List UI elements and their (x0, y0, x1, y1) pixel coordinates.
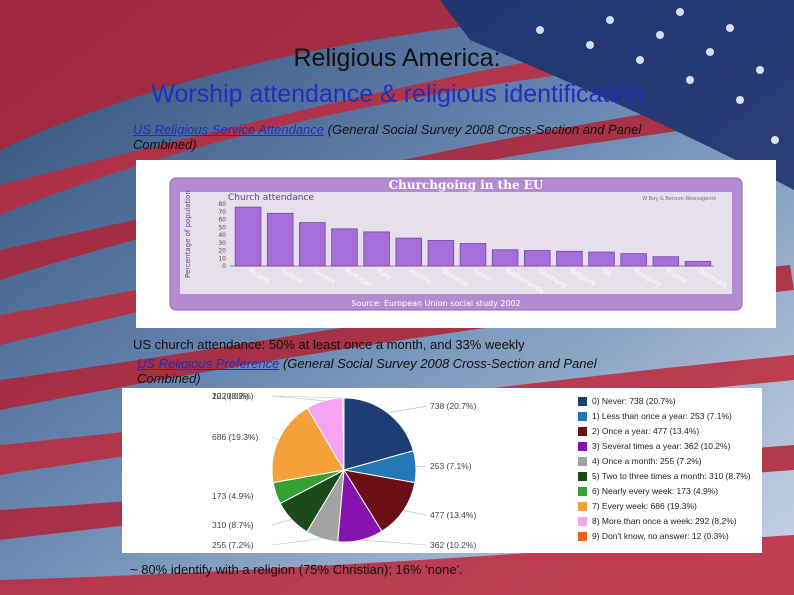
legend-swatch (578, 427, 587, 437)
legend-swatch (578, 442, 587, 452)
bar (459, 243, 487, 267)
pie-outside-label: 738 (20.7%) (430, 401, 477, 412)
pie-outside-label: 173 (4.9%) (212, 490, 254, 501)
legend-label: 1) Less than once a year: 253 (7.1%) (592, 411, 732, 421)
attendance-pie-chart-panel: 738 (20.7%) 253 (7.1%) 477 (13.4%) 362 (10.… (122, 388, 762, 553)
legend-swatch (578, 457, 587, 467)
bar (620, 253, 647, 267)
legend-item: 7) Every week: 686 (19.3%) (578, 501, 697, 512)
legend-label: 6) Nearly every week: 173 (4.9%) (592, 486, 719, 496)
legend-swatch (578, 532, 587, 542)
pie-leader-line (403, 510, 427, 516)
legend-label: 3) Several times a year: 362 (10.2%) (592, 441, 731, 451)
bar (299, 222, 326, 267)
legend-label: 2) Once a year: 477 (13.4%) (592, 426, 700, 436)
pie-outside-label: 202 (8.2%) (212, 391, 254, 401)
pie-outside-label: 310 (8.7%) (212, 519, 254, 530)
bar-chart-ylabel: Percentage of population (184, 190, 192, 278)
legend-label: 7) Every week: 686 (19.3%) (592, 501, 697, 511)
pie-outside-label: 253 (7.1%) (430, 461, 472, 472)
legend-label: 8) More than once a week: 292 (8.2%) (592, 516, 737, 526)
y-tick-label: 40 (218, 232, 226, 239)
y-tick-label: 0 (222, 263, 226, 270)
legend-item: 9) Don't know, no answer: 12 (0.3%) (578, 531, 729, 542)
bar-chart-title: Churchgoing in the EU (389, 178, 544, 192)
legend-label: 4) Once a month: 255 (7.2%) (592, 456, 702, 466)
bar (588, 251, 615, 267)
pie-leader-line (360, 539, 427, 546)
legend-item: 0) Never: 738 (20.7%) (578, 396, 676, 407)
bar-chart-credit: W Bay & Benson Newsagents (642, 196, 716, 202)
legend-item: 2) Once a year: 477 (13.4%) (578, 426, 700, 437)
legend-swatch (578, 502, 587, 512)
source-1-rest: (General Social Survey 2008 Cross-Sectio… (324, 122, 642, 137)
pie-leader-line (387, 406, 427, 413)
pie-outside-label: 12 (0.3%) (212, 391, 249, 401)
pie-slice (271, 407, 345, 484)
x-tick-label: UK (601, 267, 614, 279)
pie-slice (343, 397, 415, 471)
bar (491, 249, 519, 267)
legend-swatch (578, 397, 587, 407)
legend-item: 5) Two to three times a month: 310 (8.7%… (578, 471, 751, 482)
bar (363, 231, 390, 267)
slide-subtitle: Worship attendance & religious identific… (151, 80, 643, 108)
y-tick-label: 30 (218, 240, 226, 247)
bar (234, 206, 262, 267)
legend-item: 8) More than once a week: 292 (8.2%) (578, 516, 737, 527)
legend-item: 3) Several times a year: 362 (10.2%) (578, 441, 731, 452)
pie-slice (342, 469, 416, 532)
legend-label: 0) Never: 738 (20.7%) (592, 396, 676, 406)
source-2-link[interactable]: US Religious Preference (137, 356, 280, 371)
pie-outside-label: 362 (10.2%) (430, 540, 477, 550)
eu-bar-chart: Churchgoing in the EU Church attendance … (169, 177, 743, 311)
attendance-pie-chart (271, 395, 427, 546)
pie-leader-line (271, 395, 344, 399)
bar (331, 228, 358, 267)
pie-outside-label: 477 (13.4%) (430, 509, 477, 520)
bar-chart-source: Source: European Union social study 2002 (351, 299, 520, 308)
bar (556, 250, 583, 267)
bar (684, 260, 712, 267)
bar (266, 212, 294, 267)
pie-leader-line (271, 519, 292, 526)
y-tick-label: 80 (218, 201, 226, 208)
pie-leader-line (271, 493, 277, 497)
eu-bar-chart-panel: Churchgoing in the EU Church attendance … (136, 160, 776, 328)
legend-item: 4) Once a month: 255 (7.2%) (578, 456, 702, 467)
pie-leader-line (271, 436, 279, 441)
bar (652, 256, 680, 267)
bar (524, 250, 551, 267)
footer-text: ~ 80% identify with a religion (75% Chri… (130, 562, 463, 577)
legend-item: 6) Nearly every week: 173 (4.9%) (578, 486, 719, 497)
pie-leader-line (271, 538, 322, 546)
legend-label: 5) Two to three times a month: 310 (8.7%… (592, 471, 751, 481)
source-2-line2: Combined) (137, 371, 201, 386)
y-tick-label: 60 (218, 217, 226, 224)
legend-swatch (578, 472, 587, 482)
bar (395, 237, 422, 267)
attendance-stat: US church attendance: 50% at least once … (133, 337, 525, 352)
slide-title: Religious America: (293, 44, 501, 72)
legend-swatch (578, 487, 587, 497)
source-1-text: US Religious Service Attendance (General… (133, 122, 641, 152)
pie-outside-label: 255 (7.2%) (212, 540, 254, 550)
pie-group (271, 395, 427, 546)
pie-leader-line (271, 395, 325, 402)
source-1-link[interactable]: US Religious Service Attendance (133, 122, 325, 137)
y-tick-label: 10 (218, 255, 226, 262)
legend-item: 1) Less than once a year: 253 (7.1%) (578, 411, 732, 422)
legend-label: 9) Don't know, no answer: 12 (0.3%) (592, 531, 729, 541)
y-tick-label: 50 (218, 224, 226, 231)
bar-chart-subtitle: Church attendance (228, 193, 314, 203)
bar (427, 240, 455, 267)
source-2-text: US Religious Preference (General Social … (137, 356, 597, 386)
source-1-line2: Combined) (133, 137, 197, 152)
legend-swatch (578, 412, 587, 422)
y-tick-label: 20 (218, 248, 226, 255)
legend-swatch (578, 517, 587, 527)
y-tick-label: 70 (218, 209, 226, 216)
pie-outside-label: 686 (19.3%) (212, 431, 259, 442)
source-2-rest: (General Social Survey 2008 Cross-Sectio… (279, 356, 597, 371)
